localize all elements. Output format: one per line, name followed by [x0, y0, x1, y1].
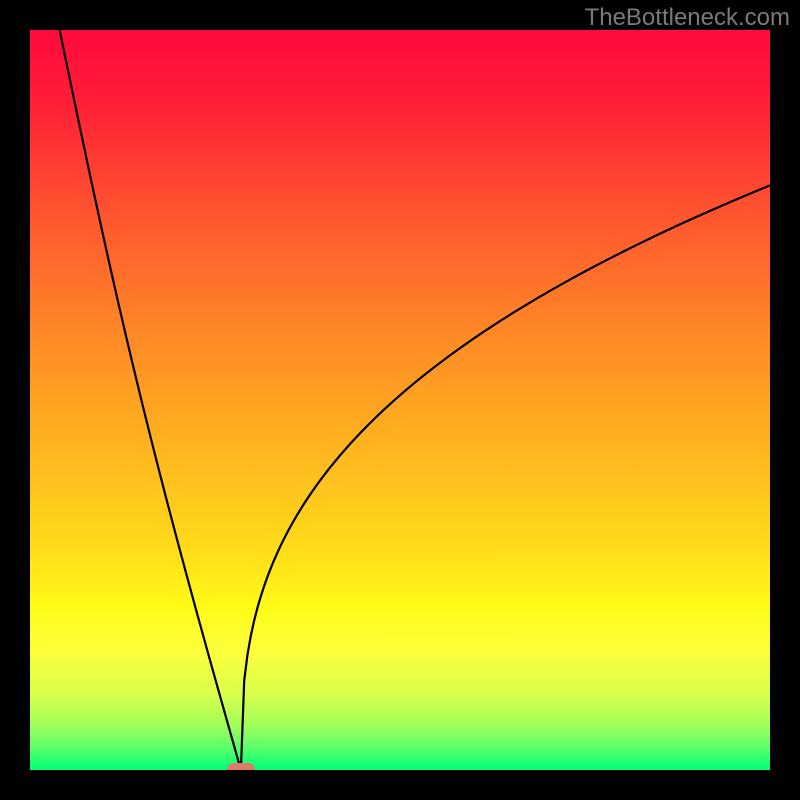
bottleneck-curve	[30, 30, 770, 770]
plot-area	[30, 30, 770, 770]
watermark-text: TheBottleneck.com	[585, 4, 790, 32]
optimal-point-marker	[227, 763, 255, 770]
chart-container: TheBottleneck.com	[0, 0, 800, 800]
